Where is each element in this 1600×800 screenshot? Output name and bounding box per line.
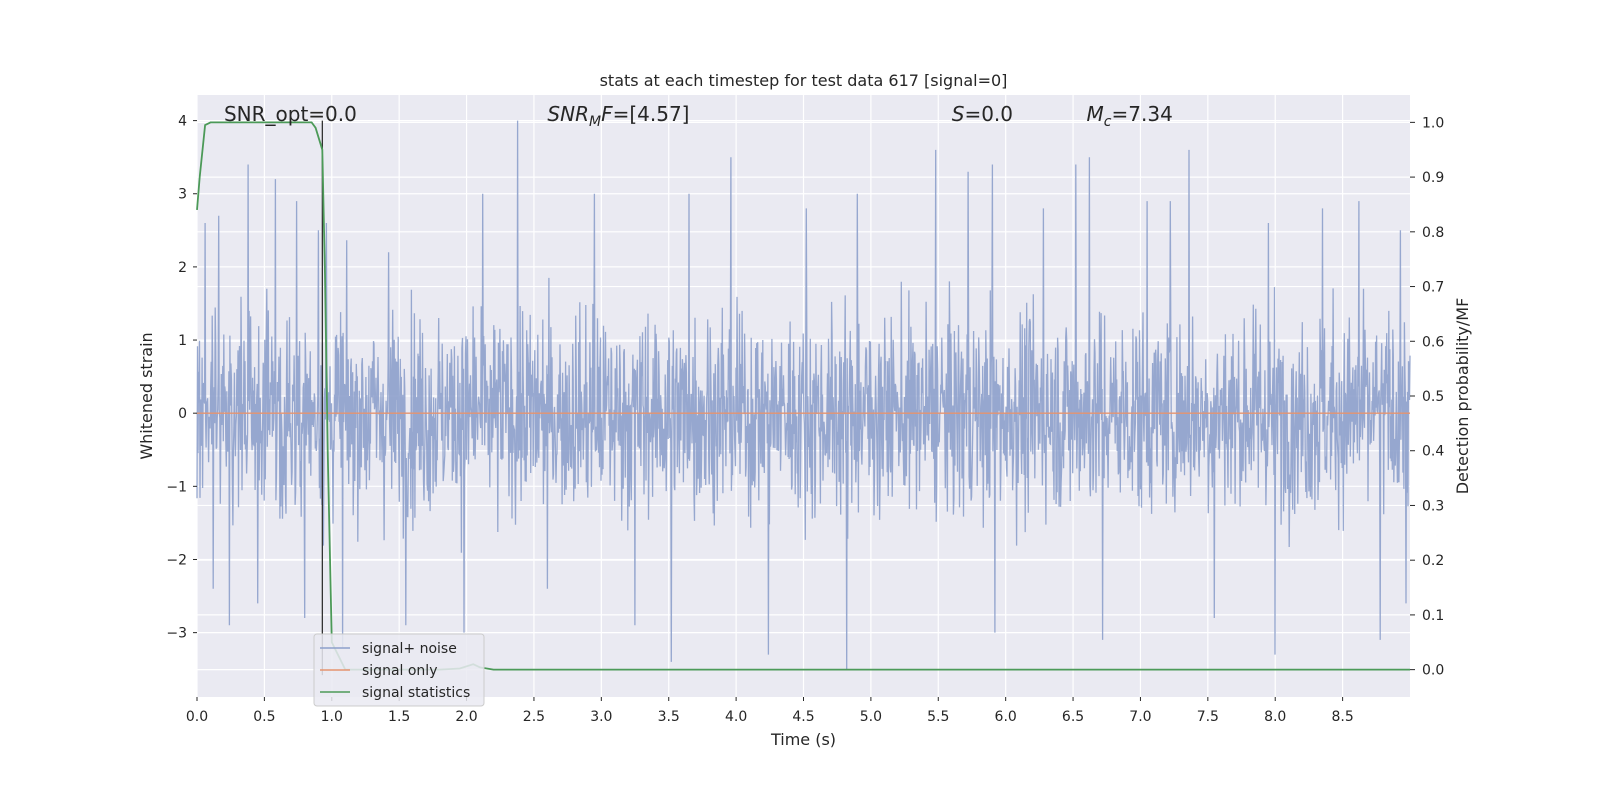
y2-tick-label: 0.7 bbox=[1422, 280, 1444, 296]
y2-tick-label: 0.4 bbox=[1422, 444, 1444, 460]
y-tick-label: 1 bbox=[178, 333, 187, 349]
x-tick-label: 5.0 bbox=[860, 709, 882, 725]
chart-title: stats at each timestep for test data 617… bbox=[600, 71, 1008, 90]
x-tick-label: 3.0 bbox=[590, 709, 612, 725]
x-tick-label: 0.5 bbox=[253, 709, 275, 725]
y2-tick-label: 1.0 bbox=[1422, 115, 1444, 131]
y2-axis-ticks: 0.0 0.1 0.2 0.3 0.4 0.5 0.6 0.7 0.8 0.9 1.0 bbox=[1410, 115, 1444, 679]
y-tick-label: −3 bbox=[166, 626, 187, 642]
x-tick-label: 7.5 bbox=[1197, 709, 1219, 725]
annotation-mc-tail: =7.34 bbox=[1112, 102, 1173, 126]
y-tick-label: 0 bbox=[178, 406, 187, 422]
x-tick-label: 0.0 bbox=[186, 709, 208, 725]
annotation-snr-mf: SNRMF=[4.57] bbox=[547, 102, 689, 130]
x-axis-label: Time (s) bbox=[770, 730, 836, 749]
x-tick-label: 1.0 bbox=[321, 709, 343, 725]
y-tick-label: −2 bbox=[166, 552, 187, 568]
x-tick-label: 5.5 bbox=[927, 709, 949, 725]
annotation-mc-base: M bbox=[1087, 102, 1104, 126]
signal-noise-line bbox=[196, 120, 1411, 670]
signal-noise-series bbox=[196, 120, 1411, 670]
annotations: SNR_opt=0.0 SNRMF=[4.57] S=0.0 Mc=7.34 bbox=[224, 102, 1173, 130]
y2-tick-label: 0.0 bbox=[1422, 663, 1444, 679]
annotation-snr-mf-tail: =[4.57] bbox=[613, 102, 690, 126]
x-tick-label: 4.5 bbox=[792, 709, 814, 725]
x-tick-label: 6.5 bbox=[1062, 709, 1084, 725]
y2-tick-label: 0.3 bbox=[1422, 498, 1444, 514]
x-tick-label: 8.5 bbox=[1331, 709, 1353, 725]
x-tick-label: 4.0 bbox=[725, 709, 747, 725]
x-tick-label: 1.5 bbox=[388, 709, 410, 725]
y2-tick-label: 0.1 bbox=[1422, 608, 1444, 624]
y2-tick-label: 0.8 bbox=[1422, 225, 1444, 241]
annotation-snr-mf-base: SNR bbox=[547, 102, 589, 126]
x-tick-label: 6.0 bbox=[995, 709, 1017, 725]
annotation-snr-mf-sub: M bbox=[589, 114, 601, 130]
y2-tick-label: 0.2 bbox=[1422, 553, 1444, 569]
legend-box bbox=[313, 633, 485, 707]
annotation-mc: Mc=7.34 bbox=[1087, 102, 1173, 130]
x-tick-label: 7.0 bbox=[1129, 709, 1151, 725]
legend-label: signal+ noise bbox=[362, 641, 457, 657]
legend-label: signal statistics bbox=[362, 685, 470, 701]
y2-tick-label: 0.9 bbox=[1422, 170, 1444, 186]
legend-label: signal only bbox=[362, 663, 437, 679]
legend: signal+ noise signal only signal statistic… bbox=[313, 633, 485, 707]
y-tick-label: −1 bbox=[166, 479, 187, 495]
y-axis-ticks: −3 −2 −1 0 1 2 3 4 bbox=[166, 114, 197, 642]
annotation-s-base: S bbox=[952, 102, 965, 126]
y2-axis-label: Detection probability/MF bbox=[1453, 298, 1472, 495]
annotation-mc-sub: c bbox=[1104, 114, 1112, 130]
y-tick-label: 3 bbox=[178, 187, 187, 203]
y-tick-label: 4 bbox=[178, 114, 187, 130]
x-tick-label: 3.5 bbox=[658, 709, 680, 725]
y2-tick-label: 0.5 bbox=[1422, 389, 1444, 405]
y-axis-label: Whitened strain bbox=[137, 332, 156, 459]
x-tick-label: 8.0 bbox=[1264, 709, 1286, 725]
x-tick-label: 2.5 bbox=[523, 709, 545, 725]
y2-tick-label: 0.6 bbox=[1422, 334, 1444, 350]
annotation-snr-opt: SNR_opt=0.0 bbox=[224, 102, 357, 126]
x-axis-ticks: 0.0 0.5 1.0 1.5 2.0 2.5 3.0 3.5 4.0 4.5 5.0 5.5 6.0 6… bbox=[186, 697, 1354, 725]
y-tick-label: 2 bbox=[178, 260, 187, 276]
x-tick-label: 2.0 bbox=[455, 709, 477, 725]
annotation-snr-mf-italic-f: F bbox=[601, 102, 613, 126]
annotation-s: S=0.0 bbox=[952, 102, 1013, 126]
annotation-s-tail: =0.0 bbox=[964, 102, 1013, 126]
